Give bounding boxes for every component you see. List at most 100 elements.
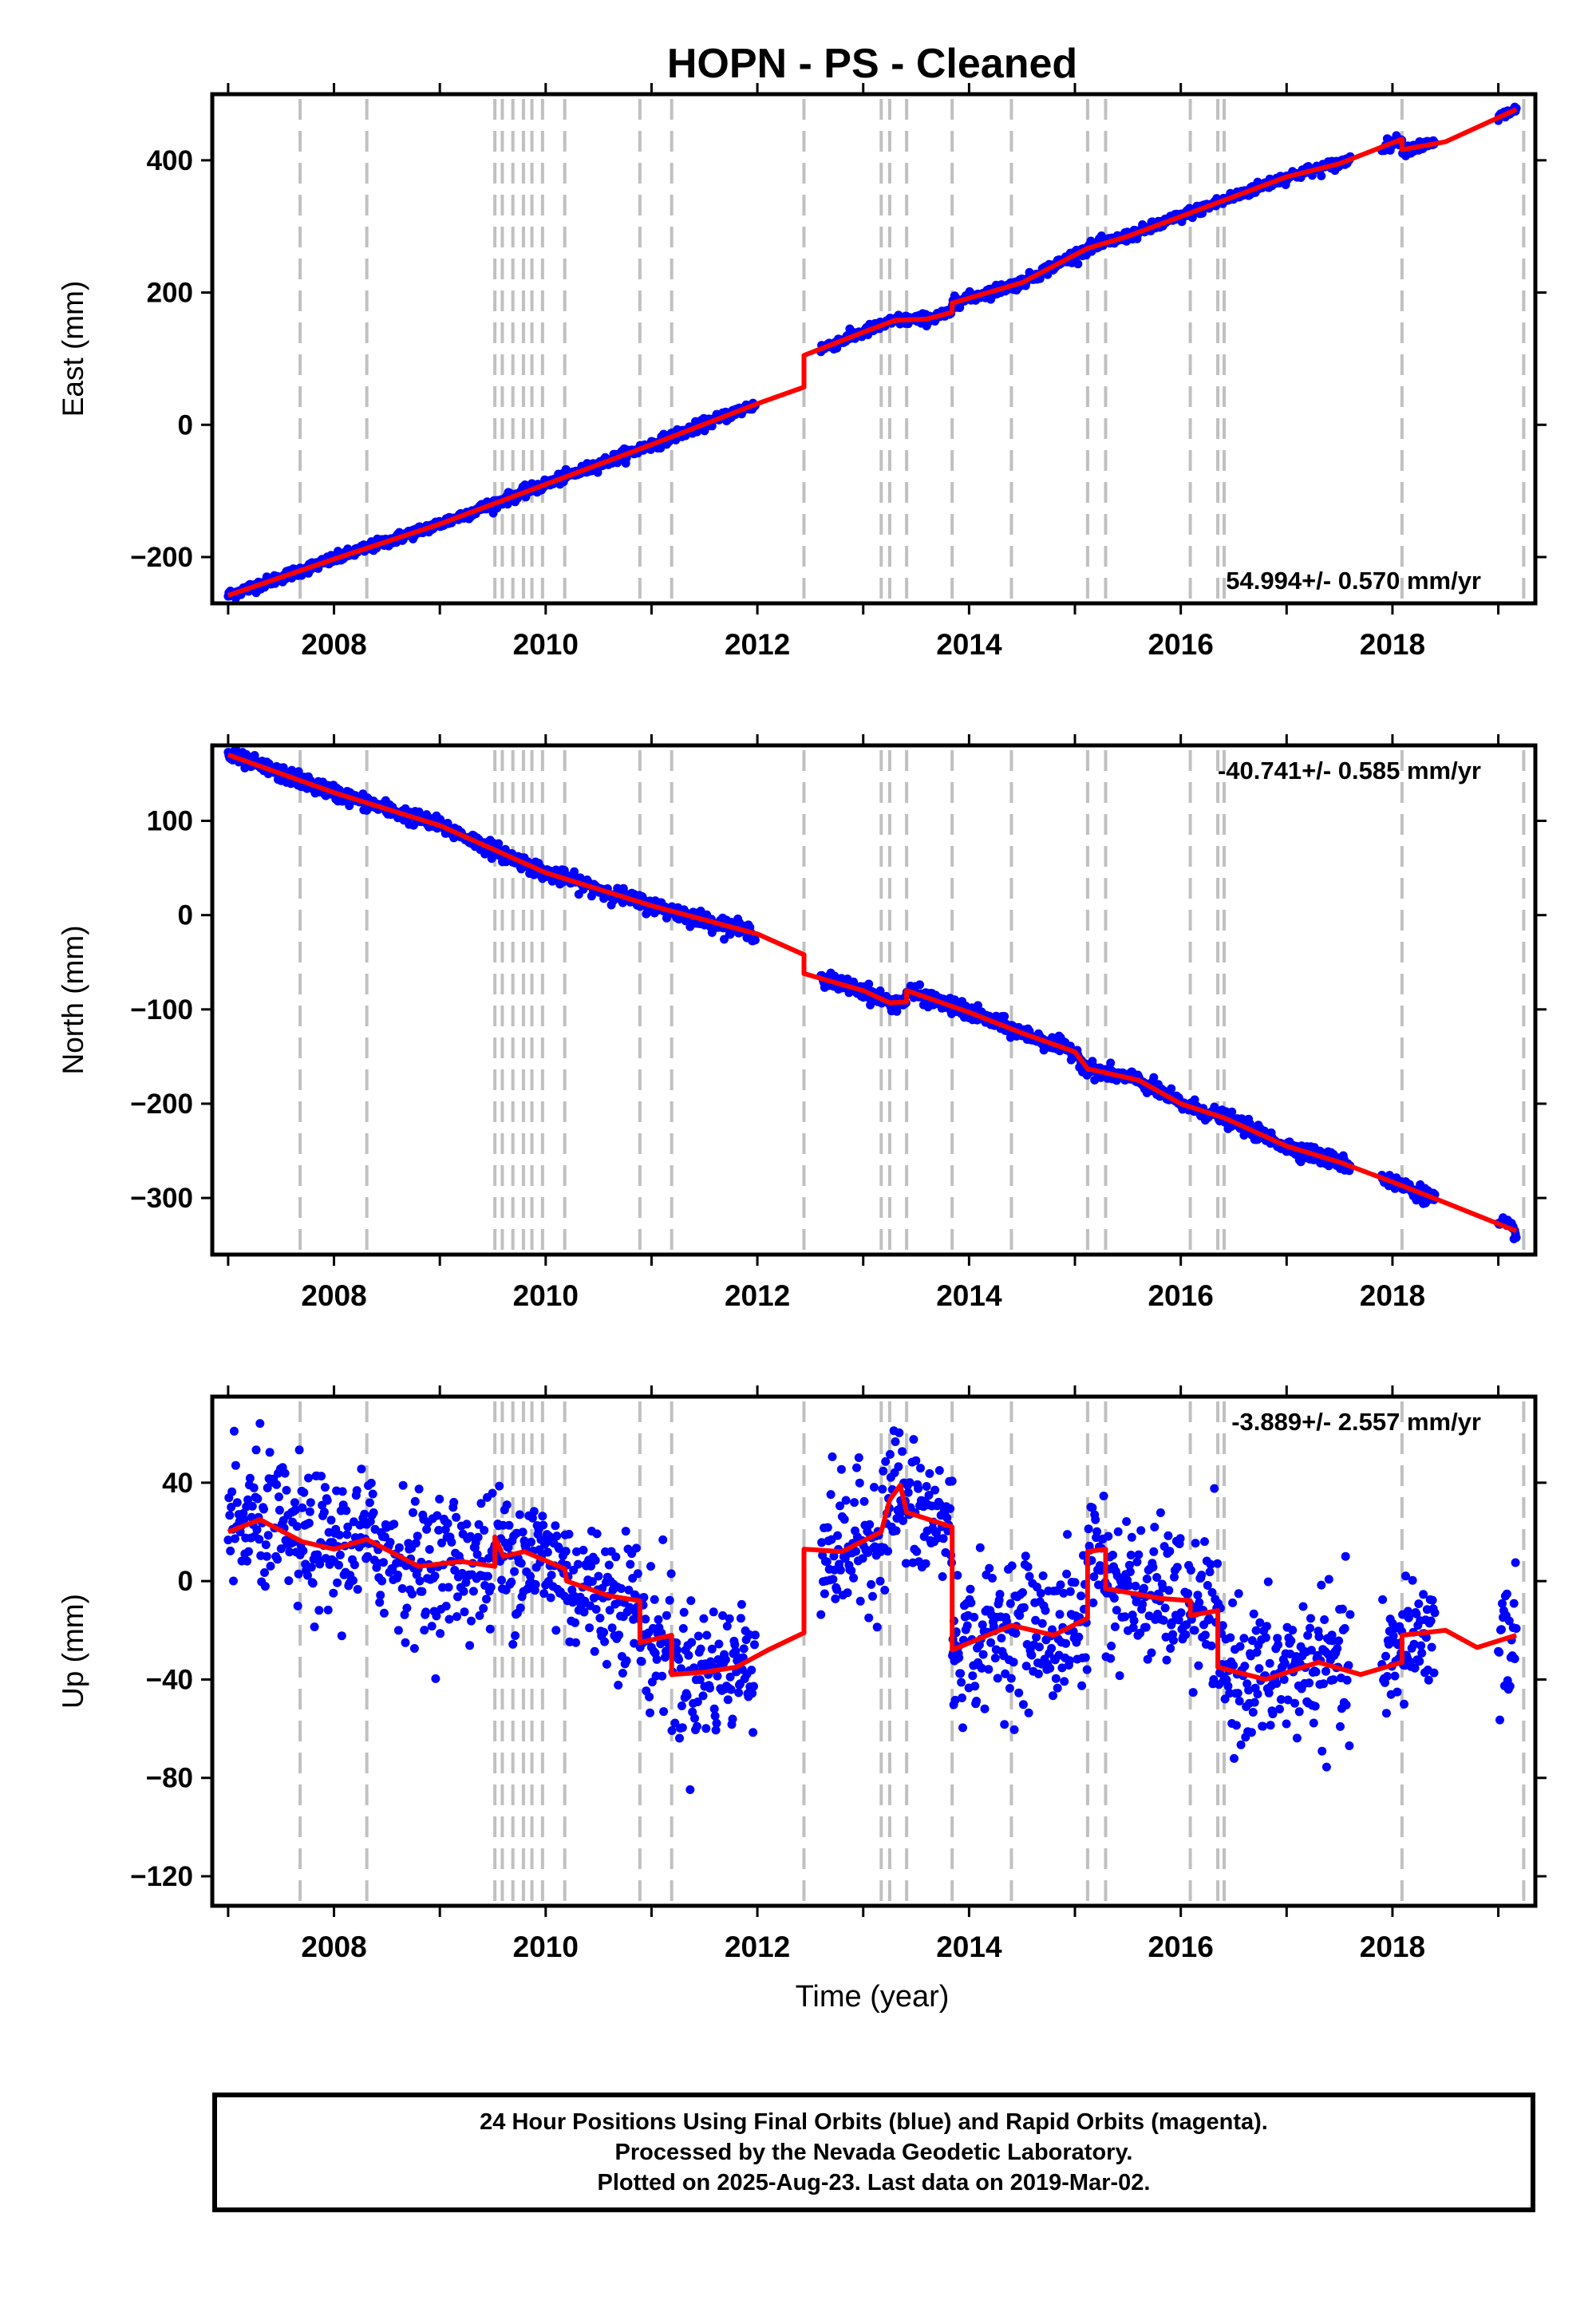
- data-point: [993, 1674, 1002, 1683]
- x-tick-label: 2014: [936, 1279, 1002, 1312]
- x-tick-label: 2018: [1360, 628, 1425, 661]
- data-point: [909, 1435, 918, 1445]
- data-point: [726, 1685, 736, 1694]
- data-point: [591, 1605, 601, 1614]
- data-point: [294, 1445, 304, 1455]
- data-point: [479, 1603, 488, 1613]
- data-point: [1280, 1658, 1290, 1668]
- data-point: [494, 839, 504, 848]
- data-point: [1309, 1718, 1318, 1728]
- data-point: [579, 1607, 589, 1617]
- data-point: [750, 935, 760, 945]
- data-point: [1426, 1616, 1436, 1626]
- data-point: [725, 1672, 735, 1682]
- data-point: [980, 1704, 990, 1713]
- y-tick-label: −80: [146, 1763, 193, 1794]
- data-point: [665, 1595, 674, 1605]
- data-point: [1410, 1663, 1420, 1673]
- data-point: [1024, 1708, 1033, 1717]
- plot-frame: [210, 743, 1538, 1257]
- data-point: [376, 1591, 385, 1600]
- data-point: [531, 1579, 540, 1589]
- data-point: [1253, 1690, 1262, 1699]
- data-point: [1203, 1581, 1212, 1590]
- data-point: [1094, 1580, 1103, 1590]
- data-point: [223, 1535, 233, 1545]
- data-point: [1229, 1661, 1238, 1670]
- data-point: [285, 1547, 294, 1557]
- data-point: [1306, 1646, 1316, 1655]
- data-point: [692, 1721, 701, 1731]
- data-point: [292, 1522, 302, 1531]
- data-point: [353, 1585, 362, 1594]
- data-point: [249, 1483, 259, 1492]
- data-point: [1416, 1641, 1426, 1650]
- data-point: [1282, 1719, 1291, 1729]
- data-point: [421, 1607, 431, 1617]
- data-point: [275, 1505, 284, 1515]
- data-point: [1152, 1573, 1162, 1582]
- data-point: [836, 1565, 845, 1575]
- data-point: [1018, 1700, 1028, 1709]
- data-point: [1334, 1636, 1344, 1646]
- x-tick-label: 2012: [725, 1931, 790, 1963]
- x-tick-label: 2010: [513, 1931, 579, 1963]
- data-point: [685, 1785, 695, 1794]
- data-point: [739, 1644, 749, 1654]
- data-point: [942, 1513, 952, 1523]
- data-point: [833, 1531, 843, 1540]
- data-point: [293, 1601, 302, 1611]
- data-point: [363, 1551, 372, 1561]
- data-point: [748, 1689, 757, 1698]
- data-point: [305, 1507, 314, 1516]
- data-point: [894, 1462, 903, 1472]
- data-point: [658, 1535, 668, 1544]
- data-point: [400, 1610, 409, 1619]
- data-point: [832, 1585, 842, 1595]
- data-point: [607, 1623, 617, 1633]
- data-point: [1273, 1634, 1282, 1643]
- x-tick-label: 2008: [301, 628, 366, 661]
- data-point: [696, 1644, 705, 1654]
- data-point: [707, 1644, 717, 1654]
- data-point: [437, 1538, 446, 1547]
- data-point: [280, 1468, 290, 1478]
- data-point: [1345, 1741, 1354, 1750]
- data-point: [978, 1620, 987, 1630]
- data-point: [705, 1683, 714, 1693]
- x-tick-label: 2014: [936, 1931, 1002, 1963]
- data-point: [641, 1614, 650, 1624]
- data-point: [911, 1456, 921, 1465]
- data-point: [393, 1626, 403, 1635]
- data-point: [831, 1594, 840, 1603]
- x-tick-label: 2018: [1360, 1931, 1425, 1963]
- rate-annotation: -3.889+/- 2.557 mm/yr: [1231, 1408, 1481, 1436]
- data-point: [1226, 1633, 1235, 1642]
- data-point: [468, 1587, 478, 1596]
- data-point: [482, 1595, 491, 1604]
- figure-title: HOPN - PS - Cleaned: [667, 41, 1077, 87]
- data-point: [1080, 1653, 1090, 1662]
- data-point: [679, 1607, 689, 1617]
- data-point: [1049, 1691, 1057, 1701]
- data-point: [954, 1653, 964, 1662]
- x-tick-label: 2008: [301, 1279, 366, 1312]
- data-point: [444, 1614, 454, 1624]
- data-point: [1247, 1636, 1257, 1646]
- data-point: [1249, 1609, 1258, 1618]
- data-point: [1053, 1683, 1062, 1693]
- data-point: [712, 1718, 721, 1728]
- data-point: [698, 1691, 708, 1701]
- data-point: [465, 1641, 475, 1650]
- data-point: [957, 1678, 966, 1687]
- data-point: [1033, 1583, 1041, 1592]
- data-point: [314, 1606, 324, 1615]
- data-point: [504, 1543, 513, 1552]
- data-point: [891, 1437, 900, 1446]
- data-point: [1235, 1697, 1244, 1705]
- data-point: [701, 1724, 711, 1733]
- data-point: [263, 1531, 273, 1540]
- data-point: [1509, 1599, 1519, 1608]
